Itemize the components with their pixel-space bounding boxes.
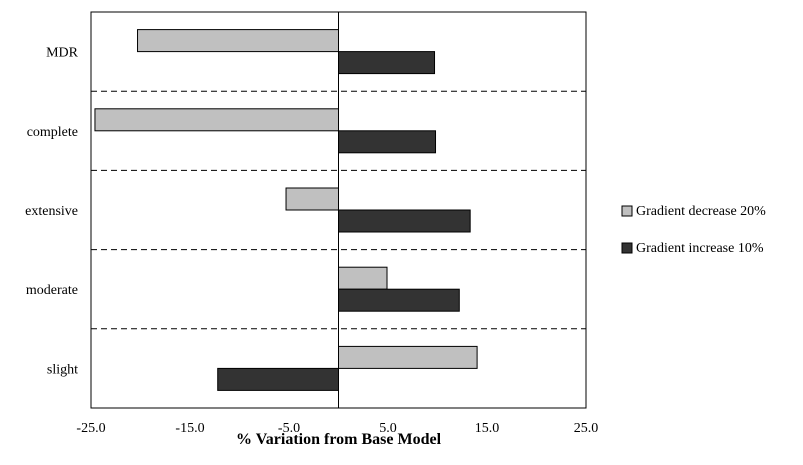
bar-decrease-extensive	[285, 187, 339, 211]
legend: Gradient decrease 20% Gradient increase …	[621, 204, 766, 256]
bar-decrease-slight	[338, 345, 478, 369]
x-tick-label: 15.0	[475, 421, 500, 436]
x-tick-label: 25.0	[574, 421, 599, 436]
category-label-slight: slight	[47, 362, 78, 377]
bar-decrease-moderate	[338, 266, 388, 290]
bars	[94, 29, 478, 391]
category-label-complete: complete	[27, 125, 78, 140]
bar-increase-extensive	[338, 209, 471, 233]
legend-swatch-increase	[621, 242, 633, 254]
x-axis-title: % Variation from Base Model	[236, 431, 442, 448]
legend-item-decrease: Gradient decrease 20%	[621, 204, 766, 219]
bar-increase-complete	[338, 130, 437, 154]
legend-item-increase: Gradient increase 10%	[621, 241, 764, 256]
x-tick-label: -5.0	[278, 421, 300, 436]
legend-label-decrease: Gradient decrease 20%	[636, 204, 766, 219]
x-tick-label: -25.0	[76, 421, 105, 436]
bar-increase-slight	[217, 367, 339, 391]
category-label-mdr: MDR	[46, 46, 79, 61]
category-label-moderate: moderate	[26, 283, 78, 298]
legend-label-increase: Gradient increase 10%	[636, 241, 764, 256]
bar-decrease-complete	[94, 108, 339, 132]
bar-decrease-mdr	[137, 29, 339, 53]
bar-increase-moderate	[338, 288, 460, 312]
bar-increase-mdr	[338, 51, 436, 75]
legend-swatch-decrease	[621, 205, 633, 217]
x-tick-label: -15.0	[175, 421, 204, 436]
category-labels: MDR complete extensive moderate slight	[25, 46, 79, 378]
category-label-extensive: extensive	[25, 204, 78, 219]
x-tick-labels: -25.0 -15.0 -5.0 5.0 15.0 25.0	[76, 421, 598, 436]
category-separators	[91, 90, 586, 330]
x-tick-label: 5.0	[379, 421, 397, 436]
